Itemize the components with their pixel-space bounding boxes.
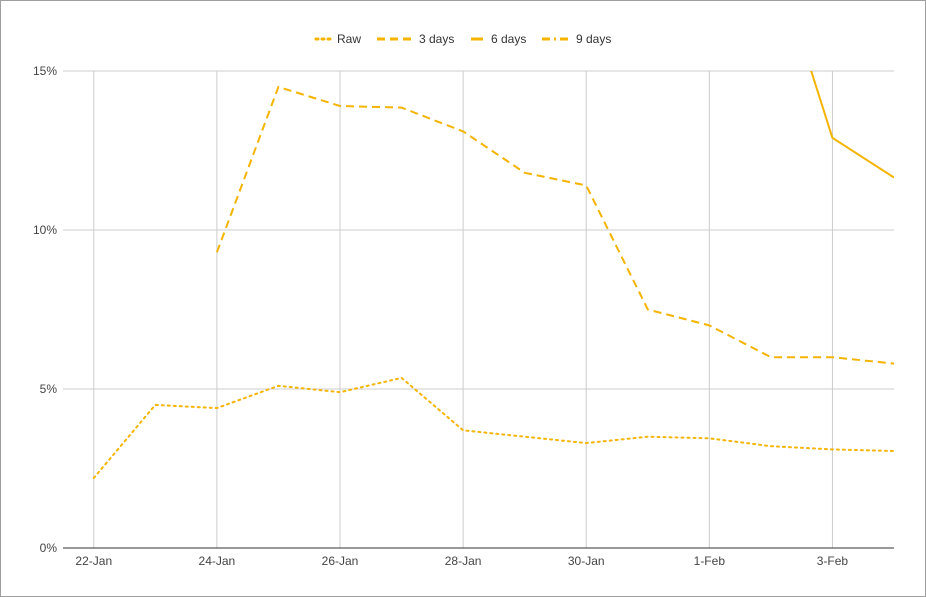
series-line-raw xyxy=(92,376,894,479)
x-tick-label: 24-Jan xyxy=(199,554,236,568)
legend-item-raw[interactable]: Raw xyxy=(314,32,361,46)
y-tick-label: 0% xyxy=(40,541,58,555)
x-tick-label: 1-Feb xyxy=(694,554,726,568)
axis-layer: 0% 5% 10% 15% 22-Jan 24-Jan 26-Jan 28-Jan 30-Jan… xyxy=(33,64,894,568)
legend-label: Raw xyxy=(337,32,361,46)
legend[interactable]: Raw 3 days 6 days 9 days xyxy=(314,32,611,46)
x-tick-label: 3-Feb xyxy=(817,554,849,568)
x-tick-label: 26-Jan xyxy=(322,554,359,568)
x-tick-label: 30-Jan xyxy=(568,554,605,568)
legend-label: 3 days xyxy=(419,32,454,46)
series-layer xyxy=(92,71,894,479)
x-tick-label: 28-Jan xyxy=(445,554,482,568)
legend-item-3-days[interactable]: 3 days xyxy=(377,32,454,46)
legend-label: 9 days xyxy=(576,32,611,46)
series-line-3-days xyxy=(215,85,894,365)
grid-layer xyxy=(63,70,894,548)
x-tick-label: 22-Jan xyxy=(75,554,112,568)
legend-item-9-days[interactable]: 9 days xyxy=(542,32,611,46)
legend-label: 6 days xyxy=(491,32,526,46)
y-tick-label: 15% xyxy=(33,64,57,78)
y-tick-label: 5% xyxy=(40,382,58,396)
y-tick-label: 10% xyxy=(33,223,57,237)
series-line-9-days xyxy=(810,71,894,179)
legend-item-6-days[interactable]: 6 days xyxy=(471,32,526,46)
